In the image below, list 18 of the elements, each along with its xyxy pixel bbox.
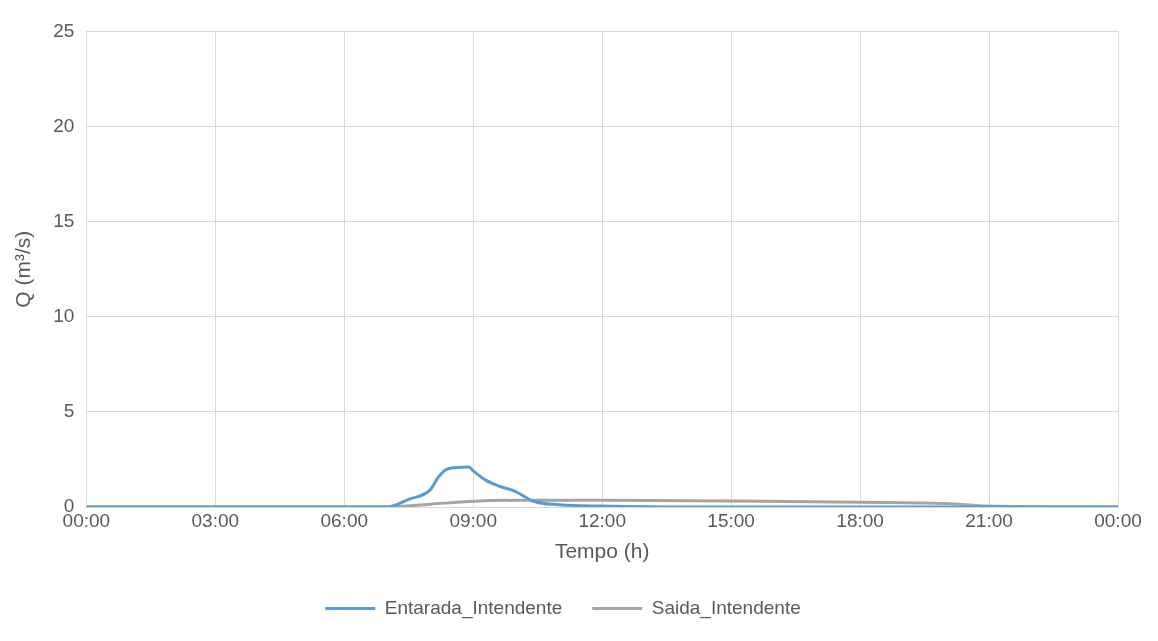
- x-tick-label: 18:00: [836, 509, 884, 531]
- y-tick-label: 5: [63, 400, 75, 422]
- x-tick-label: 00:00: [1094, 509, 1142, 531]
- x-tick-label: 06:00: [320, 509, 369, 531]
- y-tick-label: 15: [53, 209, 75, 231]
- x-tick-label: 15:00: [707, 509, 755, 531]
- legend-label: Entarada_Intendente: [384, 596, 563, 619]
- y-tick-label: 25: [53, 19, 75, 41]
- x-tick-label: 09:00: [449, 509, 497, 531]
- y-tick-label: 10: [53, 304, 75, 326]
- x-axis-title: Tempo (h): [554, 539, 650, 563]
- x-tick-label: 21:00: [965, 509, 1013, 531]
- legend-label: Saida_Intendente: [651, 596, 801, 619]
- y-tick-label: 20: [53, 114, 75, 136]
- x-tick-label: 03:00: [191, 509, 240, 531]
- x-tick-label: 12:00: [578, 509, 626, 531]
- line-series: [86, 465, 1118, 507]
- y-axis-title: Q (m³/s): [11, 230, 35, 308]
